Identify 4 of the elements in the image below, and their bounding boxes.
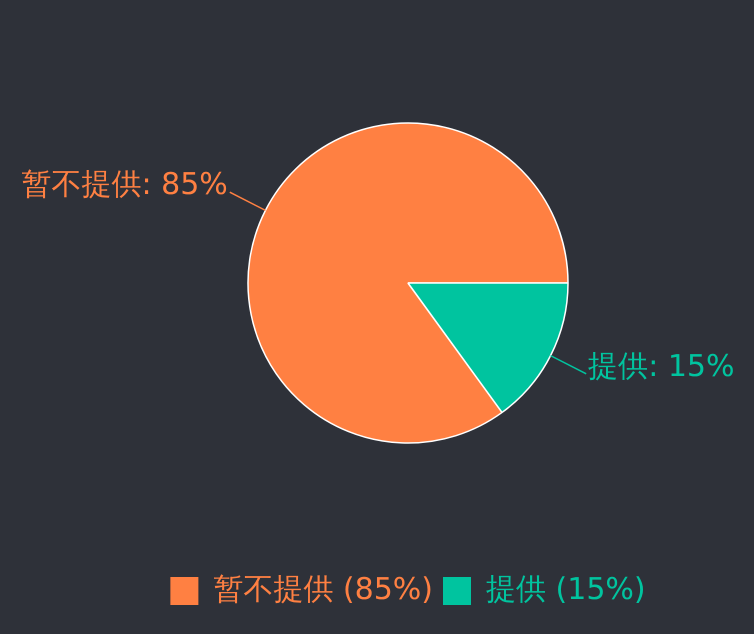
legend-label: 暂不提供 (85%) (213, 572, 433, 607)
data-label: 暂不提供: 85% (21, 167, 228, 202)
data-label: 提供: 15% (588, 348, 735, 384)
legend-label: 提供 (15%) (486, 572, 646, 607)
